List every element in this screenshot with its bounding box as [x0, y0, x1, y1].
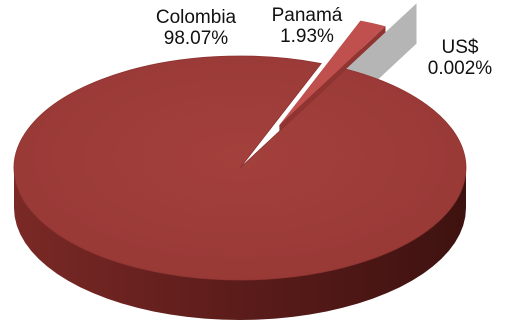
- slice-value-colombia: 98.07%: [163, 28, 229, 49]
- pie-slice-panama: [279, 20, 386, 126]
- data-label-panama: Panamá 1.93%: [262, 5, 352, 47]
- data-label-usd: US$ 0.002%: [410, 37, 507, 79]
- data-label-colombia: Colombia 98.07%: [143, 7, 249, 49]
- pie-slice-us: [310, 3, 417, 103]
- slice-value-usd: 0.002%: [427, 58, 493, 79]
- slice-name-panama: Panamá: [271, 5, 343, 26]
- slice-name-colombia: Colombia: [155, 7, 237, 28]
- slice-name-usd: US$: [441, 37, 479, 58]
- slice-value-panama: 1.93%: [280, 26, 334, 47]
- pie-side-colombia: [14, 168, 466, 320]
- pie-slice-colombia: [13, 55, 467, 281]
